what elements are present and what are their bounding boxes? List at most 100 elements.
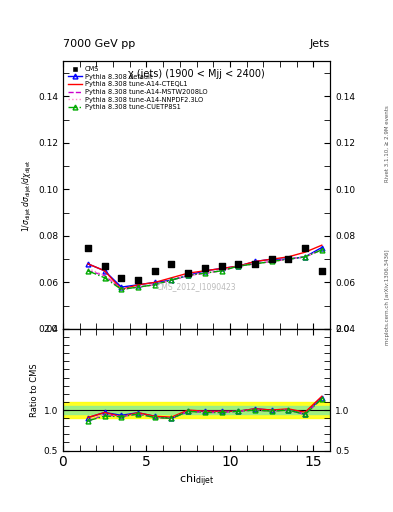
Pythia 8.308 default [219,265,224,271]
Line: Pythia 8.308 tune-A14-NNPDF2.3LO: Pythia 8.308 tune-A14-NNPDF2.3LO [88,250,322,289]
Pythia 8.308 default [320,244,324,250]
Pythia 8.308 tune-A14-CTEQL1 [119,286,124,292]
Pythia 8.308 tune-A14-MSTW2008LO [219,268,224,274]
Pythia 8.308 tune-CUETP8S1 [253,261,257,267]
Pythia 8.308 tune-A14-CTEQL1 [219,265,224,271]
Pythia 8.308 tune-A14-CTEQL1 [286,254,291,260]
Text: χ (jets) (1900 < Mjj < 2400): χ (jets) (1900 < Mjj < 2400) [128,70,265,79]
Y-axis label: $1/\sigma_\mathrm{dijet}\,d\sigma_\mathrm{dijet}/d\chi_\mathrm{dijet}$: $1/\sigma_\mathrm{dijet}\,d\sigma_\mathr… [20,159,34,231]
Pythia 8.308 tune-A14-MSTW2008LO [119,286,124,292]
Pythia 8.308 tune-A14-NNPDF2.3LO [86,265,90,271]
Pythia 8.308 tune-A14-NNPDF2.3LO [169,277,174,283]
Pythia 8.308 tune-A14-NNPDF2.3LO [219,268,224,274]
Pythia 8.308 tune-A14-CTEQL1 [136,282,140,288]
Point [135,276,141,284]
Pythia 8.308 tune-CUETP8S1 [86,268,90,274]
Pythia 8.308 tune-A14-MSTW2008LO [202,270,207,276]
Pythia 8.308 default [102,268,107,274]
Pythia 8.308 tune-CUETP8S1 [219,268,224,274]
Point [185,269,191,277]
Point [118,274,125,282]
Point [235,260,241,268]
Legend: CMS, Pythia 8.308 default, Pythia 8.308 tune-A14-CTEQL1, Pythia 8.308 tune-A14-M: CMS, Pythia 8.308 default, Pythia 8.308 … [66,65,209,112]
Pythia 8.308 tune-CUETP8S1 [236,263,241,269]
Pythia 8.308 tune-A14-CTEQL1 [320,242,324,248]
Point [85,243,91,251]
Line: Pythia 8.308 tune-A14-MSTW2008LO: Pythia 8.308 tune-A14-MSTW2008LO [88,250,322,289]
Text: Jets: Jets [310,38,330,49]
Bar [63,406,330,414]
Pythia 8.308 tune-CUETP8S1 [320,247,324,253]
Pythia 8.308 tune-A14-NNPDF2.3LO [119,286,124,292]
Pythia 8.308 tune-A14-NNPDF2.3LO [303,254,307,260]
X-axis label: chi$_\mathrm{dijet}$: chi$_\mathrm{dijet}$ [179,472,214,488]
Point [285,255,292,263]
Pythia 8.308 default [169,277,174,283]
Pythia 8.308 tune-A14-MSTW2008LO [102,272,107,279]
Pythia 8.308 tune-A14-MSTW2008LO [253,261,257,267]
Text: Rivet 3.1.10, ≥ 2.9M events: Rivet 3.1.10, ≥ 2.9M events [385,105,389,182]
Pythia 8.308 tune-A14-MSTW2008LO [303,254,307,260]
Pythia 8.308 tune-A14-NNPDF2.3LO [320,247,324,253]
Pythia 8.308 tune-A14-CTEQL1 [303,249,307,255]
Pythia 8.308 tune-CUETP8S1 [169,277,174,283]
Pythia 8.308 tune-CUETP8S1 [202,270,207,276]
Pythia 8.308 tune-A14-CTEQL1 [269,256,274,262]
Pythia 8.308 default [236,263,241,269]
Pythia 8.308 default [303,254,307,260]
Text: mcplots.cern.ch [arXiv:1306.3436]: mcplots.cern.ch [arXiv:1306.3436] [385,249,389,345]
Point [319,267,325,275]
Pythia 8.308 tune-A14-NNPDF2.3LO [236,263,241,269]
Line: Pythia 8.308 tune-A14-CTEQL1: Pythia 8.308 tune-A14-CTEQL1 [88,245,322,289]
Text: 7000 GeV pp: 7000 GeV pp [63,38,135,49]
Pythia 8.308 tune-A14-CTEQL1 [236,263,241,269]
Pythia 8.308 tune-CUETP8S1 [286,256,291,262]
Pythia 8.308 tune-CUETP8S1 [186,272,191,279]
Pythia 8.308 tune-CUETP8S1 [119,286,124,292]
Pythia 8.308 tune-A14-MSTW2008LO [236,263,241,269]
Pythia 8.308 default [253,259,257,265]
Pythia 8.308 tune-CUETP8S1 [102,275,107,281]
Pythia 8.308 default [269,256,274,262]
Pythia 8.308 tune-CUETP8S1 [136,284,140,290]
Pythia 8.308 tune-A14-CTEQL1 [186,270,191,276]
Pythia 8.308 default [86,261,90,267]
Pythia 8.308 tune-A14-CTEQL1 [253,259,257,265]
Pythia 8.308 tune-CUETP8S1 [269,259,274,265]
Pythia 8.308 tune-A14-NNPDF2.3LO [253,261,257,267]
Pythia 8.308 tune-A14-MSTW2008LO [169,277,174,283]
Pythia 8.308 tune-A14-CTEQL1 [86,261,90,267]
Pythia 8.308 default [136,282,140,288]
Y-axis label: Ratio to CMS: Ratio to CMS [31,363,39,417]
Pythia 8.308 tune-A14-NNPDF2.3LO [152,282,157,288]
Pythia 8.308 tune-A14-CTEQL1 [202,268,207,274]
Pythia 8.308 default [152,280,157,286]
Text: CMS_2012_I1090423: CMS_2012_I1090423 [157,282,236,291]
Pythia 8.308 default [202,268,207,274]
Pythia 8.308 tune-A14-NNPDF2.3LO [186,272,191,279]
Bar [63,402,330,418]
Point [168,260,174,268]
Pythia 8.308 tune-A14-MSTW2008LO [186,272,191,279]
Pythia 8.308 tune-A14-NNPDF2.3LO [269,259,274,265]
Point [202,264,208,272]
Point [219,262,225,270]
Pythia 8.308 tune-A14-MSTW2008LO [86,268,90,274]
Pythia 8.308 default [186,272,191,279]
Pythia 8.308 tune-A14-NNPDF2.3LO [136,284,140,290]
Pythia 8.308 tune-CUETP8S1 [152,282,157,288]
Pythia 8.308 default [286,256,291,262]
Pythia 8.308 tune-CUETP8S1 [303,254,307,260]
Pythia 8.308 tune-A14-MSTW2008LO [152,282,157,288]
Pythia 8.308 default [119,284,124,290]
Point [101,262,108,270]
Line: Pythia 8.308 default: Pythia 8.308 default [86,245,324,289]
Point [268,255,275,263]
Pythia 8.308 tune-A14-NNPDF2.3LO [202,270,207,276]
Pythia 8.308 tune-A14-MSTW2008LO [286,256,291,262]
Pythia 8.308 tune-A14-CTEQL1 [169,275,174,281]
Point [152,267,158,275]
Pythia 8.308 tune-A14-NNPDF2.3LO [102,272,107,279]
Pythia 8.308 tune-A14-NNPDF2.3LO [286,256,291,262]
Pythia 8.308 tune-A14-CTEQL1 [102,268,107,274]
